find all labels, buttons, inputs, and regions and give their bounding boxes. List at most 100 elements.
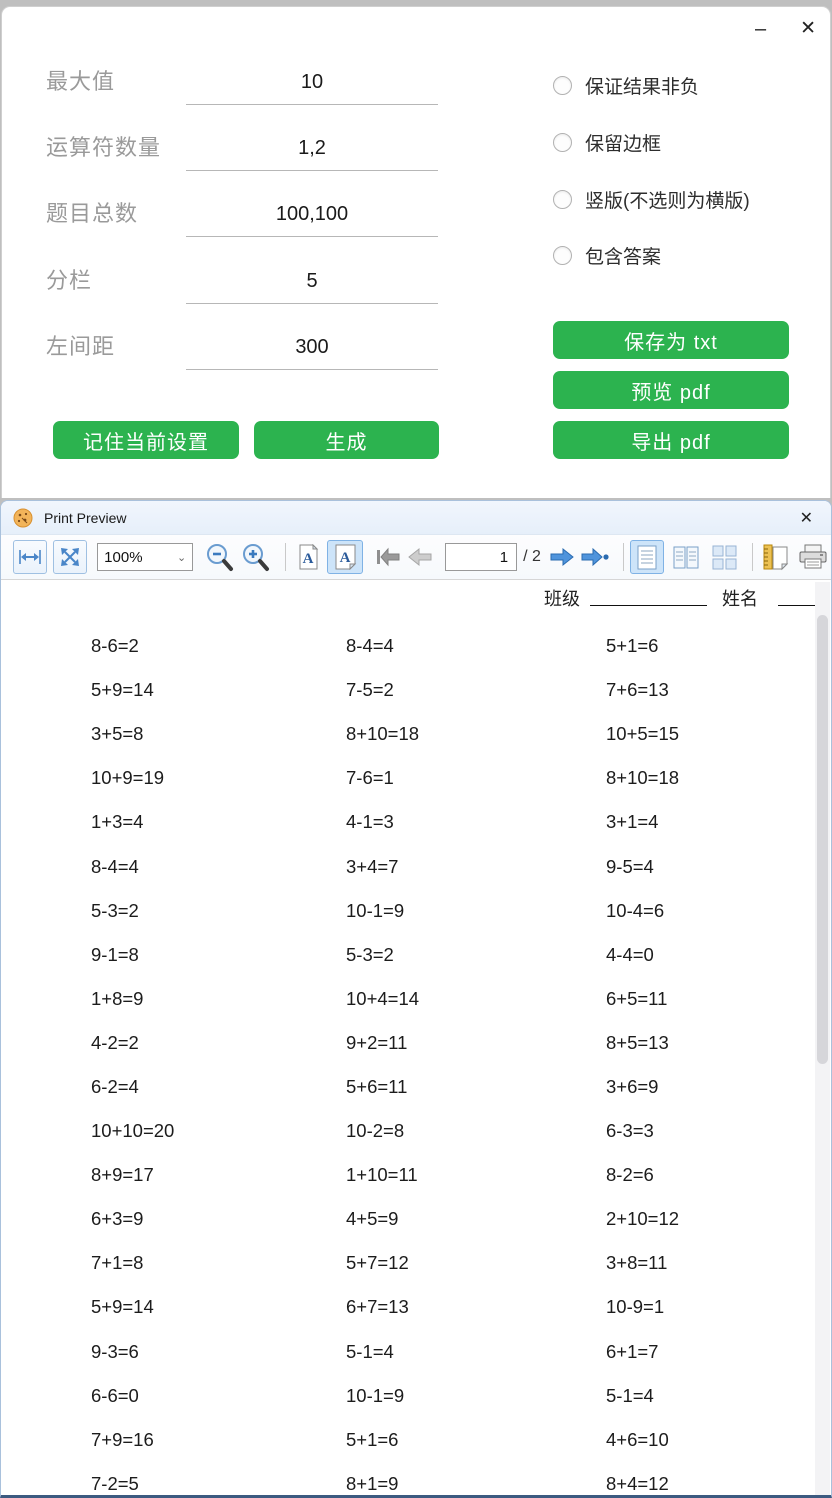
equation: 6-6=0	[91, 1384, 139, 1406]
zoom-out-button[interactable]	[201, 540, 237, 574]
zoom-level-value: 100%	[104, 548, 143, 566]
field-columns: 分栏 5	[46, 258, 438, 304]
fit-page-button[interactable]	[53, 540, 88, 574]
save-txt-button[interactable]: 保存为 txt	[553, 321, 789, 359]
equation: 10+4=14	[346, 987, 420, 1009]
columns-input[interactable]: 5	[186, 258, 438, 304]
minimize-button[interactable]: –	[754, 18, 767, 40]
toolbar-separator	[623, 543, 625, 571]
equation: 8-2=6	[606, 1164, 654, 1186]
left-margin-label: 左间距	[46, 334, 116, 359]
first-page-button[interactable]	[371, 540, 403, 574]
preview-close-button[interactable]: ✕	[799, 509, 813, 527]
equation: 8+1=9	[346, 1472, 399, 1494]
print-button[interactable]	[795, 540, 831, 574]
portrait-button[interactable]: A	[292, 540, 324, 574]
equation: 8+4=12	[606, 1472, 669, 1494]
option-nonnegative[interactable]: 保证结果非负	[553, 71, 699, 99]
generator-window: – ✕ 最大值 10 运算符数量 1,2 题目总数 100,100 分栏 5 左…	[1, 6, 831, 498]
remember-settings-button[interactable]: 记住当前设置	[53, 421, 239, 459]
preview-pdf-button[interactable]: 预览 pdf	[553, 371, 789, 409]
equation: 4-4=0	[606, 943, 654, 965]
equation: 4+5=9	[346, 1208, 399, 1230]
print-preview-toolbar: 100% ⌄ A	[1, 535, 831, 580]
zoom-level-select[interactable]: 100% ⌄	[97, 543, 194, 571]
name-blank-line	[778, 605, 819, 606]
equation: 1+10=11	[346, 1164, 418, 1186]
equation: 7+9=16	[91, 1428, 154, 1450]
radio-icon[interactable]	[553, 245, 572, 265]
option-label: 保证结果非负	[585, 76, 700, 98]
zoom-in-icon	[243, 544, 270, 571]
equation: 3+5=8	[91, 723, 144, 745]
equation: 1+8=9	[91, 987, 144, 1009]
print-icon	[799, 544, 827, 569]
four-page-view-button[interactable]	[707, 540, 741, 574]
left-margin-input[interactable]: 300	[186, 324, 438, 370]
generate-button[interactable]: 生成	[254, 421, 439, 459]
max-value-input[interactable]: 10	[186, 59, 438, 105]
fit-width-button[interactable]	[13, 540, 47, 574]
worksheet-columns: 8-6=2 5+9=14 3+5=8 10+9=19 1+3=4 8-4=4 5-3=2 9-…	[1, 624, 831, 1495]
equation: 8+9=17	[91, 1164, 154, 1186]
print-preview-window: Print Preview ✕ 100%	[0, 500, 832, 1498]
export-pdf-button[interactable]: 导出 pdf	[553, 421, 789, 459]
equation: 8-4=4	[91, 855, 139, 877]
worksheet-preview[interactable]: 班级 姓名 8-6=2 5+9=14 3+5=8 10+9=19 1+3=4 8-4=4 5…	[1, 581, 831, 1495]
close-button[interactable]: ✕	[800, 18, 816, 39]
landscape-button[interactable]: A	[327, 540, 364, 574]
equation: 3+1=4	[606, 811, 659, 833]
one-page-view-button[interactable]	[630, 540, 665, 574]
equation: 5+9=14	[91, 679, 154, 701]
worksheet-column: 5+1=6 7+6=13 10+5=15 8+10=18 3+1=4 9-5=4 10-4=…	[606, 624, 680, 1495]
fit-width-icon	[19, 550, 41, 564]
page-setup-button[interactable]	[759, 540, 795, 574]
page-number-input[interactable]: 1	[445, 543, 518, 571]
equation: 5+1=6	[346, 1428, 399, 1450]
equation: 6-2=4	[91, 1075, 139, 1097]
radio-icon[interactable]	[553, 132, 572, 152]
equation: 8-6=2	[91, 635, 139, 657]
equation: 6+3=9	[91, 1208, 144, 1230]
equation: 5-3=2	[91, 899, 139, 921]
previous-page-button[interactable]	[403, 540, 435, 574]
equation: 10-2=8	[346, 1120, 405, 1142]
equation: 10-9=1	[606, 1296, 665, 1318]
equation: 9-3=6	[91, 1340, 139, 1362]
radio-icon[interactable]	[553, 75, 572, 95]
scrollbar-thumb[interactable]	[817, 615, 828, 1064]
landscape-page-icon: A	[335, 544, 357, 570]
first-page-icon	[377, 547, 400, 567]
equation: 8+10=18	[346, 723, 420, 745]
radio-icon[interactable]	[553, 189, 572, 209]
window-title: Print Preview	[44, 509, 127, 526]
class-blank-line	[590, 605, 707, 606]
fit-page-icon	[61, 548, 80, 566]
equation: 3+8=11	[606, 1252, 668, 1274]
equation: 7-6=1	[346, 767, 394, 789]
two-page-view-button[interactable]	[669, 540, 703, 574]
operator-count-label: 运算符数量	[46, 135, 162, 160]
option-vertical-layout[interactable]: 竖版(不选则为横版)	[553, 185, 750, 213]
svg-text:A: A	[302, 551, 313, 567]
option-include-answers[interactable]: 包含答案	[553, 241, 661, 269]
zoom-in-button[interactable]	[237, 540, 273, 574]
equation: 6+1=7	[606, 1340, 659, 1362]
next-page-button[interactable]	[547, 540, 579, 574]
four-page-view-icon	[712, 545, 737, 569]
previous-page-icon	[408, 547, 432, 567]
equation: 7-2=5	[91, 1472, 139, 1494]
vertical-scrollbar[interactable]	[815, 582, 830, 1495]
equation: 5+7=12	[346, 1252, 409, 1274]
field-left-margin: 左间距 300	[46, 324, 438, 370]
option-label: 保留边框	[585, 133, 662, 155]
toolbar-separator	[751, 543, 753, 571]
question-total-input[interactable]: 100,100	[186, 191, 438, 237]
worksheet-column: 8-6=2 5+9=14 3+5=8 10+9=19 1+3=4 8-4=4 5-3=2 9-…	[91, 624, 174, 1495]
equation: 7+1=8	[91, 1252, 144, 1274]
operator-count-input[interactable]: 1,2	[186, 125, 438, 171]
last-page-button[interactable]	[579, 540, 611, 574]
option-keep-border[interactable]: 保留边框	[553, 128, 661, 156]
equation: 10+5=15	[606, 723, 680, 745]
equation: 7+6=13	[606, 679, 669, 701]
